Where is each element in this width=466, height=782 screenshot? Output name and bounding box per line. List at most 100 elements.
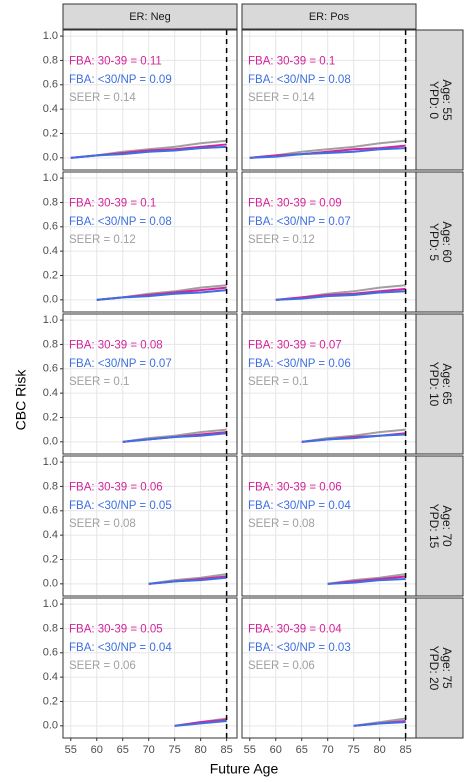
annotation: FBA: 30-39 = 0.08 xyxy=(69,340,163,352)
y-tick-label: 0.0 xyxy=(43,436,58,448)
panel-border xyxy=(62,597,238,739)
x-tick-label: 70 xyxy=(322,744,334,756)
annotation: SEER = 0.12 xyxy=(69,234,136,246)
x-tick-label: 75 xyxy=(169,744,181,756)
panel-background xyxy=(63,456,237,596)
series-line xyxy=(327,577,406,585)
annotation: FBA: 30-39 = 0.06 xyxy=(69,482,163,494)
annotation: FBA: 30-39 = 0.11 xyxy=(69,56,162,68)
annotation: SEER = 0.08 xyxy=(248,518,315,530)
row-strip-label: YPD: 0 xyxy=(427,81,441,119)
annotation: FBA: 30-39 = 0.06 xyxy=(248,482,342,494)
y-tick-label: 0.4 xyxy=(43,245,58,257)
y-tick-label: 1.0 xyxy=(43,314,58,326)
annotation: FBA: <30/NP = 0.04 xyxy=(248,500,351,512)
series-line xyxy=(353,721,406,727)
annotation: SEER = 0.14 xyxy=(69,92,136,104)
column-strip-label: ER: Pos xyxy=(309,11,350,23)
annotation: FBA: 30-39 = 0.04 xyxy=(248,624,342,636)
column-strip xyxy=(241,3,417,30)
y-tick-label: 0.4 xyxy=(43,387,58,399)
x-tick-label: 80 xyxy=(195,744,207,756)
panel-border xyxy=(62,313,238,455)
annotation: FBA: <30/NP = 0.08 xyxy=(248,74,351,86)
row-strip-label: Age: 65 xyxy=(440,363,454,405)
x-tick-label: 85 xyxy=(220,744,232,756)
x-axis-label: Future Age xyxy=(210,761,279,777)
row-strip-label: Age: 75 xyxy=(440,647,454,689)
row-strip-label: Age: 70 xyxy=(440,505,454,547)
x-tick-label: 60 xyxy=(91,744,103,756)
row-strip xyxy=(414,597,464,739)
annotation: FBA: <30/NP = 0.06 xyxy=(248,358,351,370)
y-tick-label: 0.2 xyxy=(43,695,58,707)
column-strip xyxy=(62,3,238,30)
y-tick-label: 0.6 xyxy=(43,363,58,375)
y-tick-label: 0.2 xyxy=(43,269,58,281)
row-strip-label: Age: 55 xyxy=(440,79,454,121)
series-line xyxy=(249,144,406,159)
x-tick-label: 55 xyxy=(244,744,256,756)
annotation: FBA: 30-39 = 0.1 xyxy=(69,198,156,210)
y-tick-label: 0.0 xyxy=(43,578,58,590)
y-tick-label: 0.2 xyxy=(43,553,58,565)
y-tick-label: 0.4 xyxy=(43,671,58,683)
annotation: SEER = 0.12 xyxy=(248,234,315,246)
y-tick-label: 0.6 xyxy=(43,505,58,517)
y-tick-label: 1.0 xyxy=(43,456,58,468)
panel-border xyxy=(241,597,417,739)
annotation: FBA: 30-39 = 0.05 xyxy=(69,624,163,636)
annotation: SEER = 0.06 xyxy=(69,660,136,672)
y-tick-label: 0.6 xyxy=(43,221,58,233)
x-tick-label: 85 xyxy=(399,744,411,756)
annotation: FBA: <30/NP = 0.07 xyxy=(69,358,172,370)
panel-border xyxy=(62,455,238,597)
x-tick-label: 65 xyxy=(296,744,308,756)
annotation: FBA: <30/NP = 0.05 xyxy=(69,500,172,512)
series-line xyxy=(301,433,406,443)
y-tick-label: 1.0 xyxy=(43,172,58,184)
x-tick-label: 60 xyxy=(270,744,282,756)
y-tick-label: 0.8 xyxy=(43,54,58,66)
x-tick-label: 55 xyxy=(65,744,77,756)
row-strip xyxy=(414,313,464,455)
annotation: FBA: <30/NP = 0.08 xyxy=(69,216,172,228)
panel-border xyxy=(241,29,417,171)
annotation: SEER = 0.06 xyxy=(248,660,315,672)
y-tick-label: 0.8 xyxy=(43,338,58,350)
y-tick-label: 0.4 xyxy=(43,103,58,115)
y-tick-label: 0.0 xyxy=(43,152,58,164)
y-axis-label: CBC Risk xyxy=(13,369,29,431)
row-strip xyxy=(414,171,464,313)
panel-border xyxy=(62,171,238,313)
annotation: SEER = 0.1 xyxy=(69,376,129,388)
y-tick-label: 0.8 xyxy=(43,196,58,208)
series-line xyxy=(275,290,406,301)
annotation: FBA: <30/NP = 0.07 xyxy=(248,216,351,228)
y-tick-label: 1.0 xyxy=(43,30,58,42)
annotation: SEER = 0.08 xyxy=(69,518,136,530)
row-strip xyxy=(414,455,464,597)
panel-border xyxy=(241,455,417,597)
y-tick-label: 0.6 xyxy=(43,79,58,91)
y-tick-label: 0.2 xyxy=(43,411,58,423)
y-tick-label: 0.2 xyxy=(43,127,58,139)
row-strip-label: YPD: 15 xyxy=(427,504,441,549)
y-tick-label: 0.0 xyxy=(43,720,58,732)
x-tick-label: 70 xyxy=(143,744,155,756)
panel-border xyxy=(241,171,417,313)
panel-border xyxy=(241,313,417,455)
annotation: SEER = 0.14 xyxy=(248,92,315,104)
series-line xyxy=(174,719,227,727)
series-line xyxy=(122,432,227,443)
y-tick-label: 0.6 xyxy=(43,647,58,659)
y-tick-label: 1.0 xyxy=(43,598,58,610)
panel-background xyxy=(63,598,237,738)
annotation: FBA: <30/NP = 0.04 xyxy=(69,642,172,654)
y-tick-label: 0.8 xyxy=(43,622,58,634)
series-line xyxy=(249,147,406,159)
row-strip-label: YPD: 5 xyxy=(427,223,441,261)
annotation: SEER = 0.1 xyxy=(248,376,308,388)
series-line xyxy=(275,287,406,301)
